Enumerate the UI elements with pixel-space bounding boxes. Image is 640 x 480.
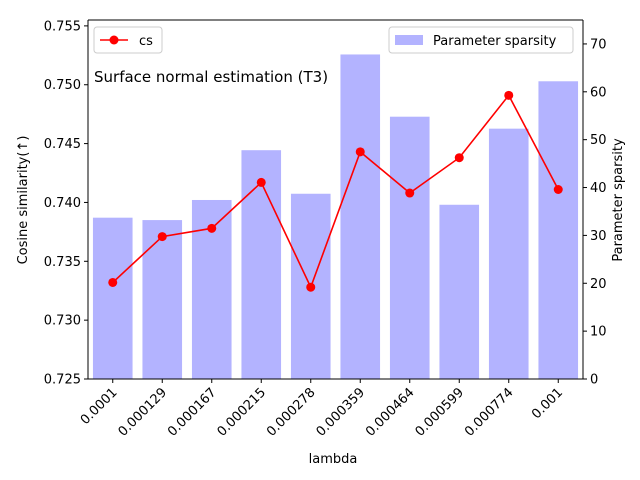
point-cs-3 — [256, 177, 266, 187]
legend-sparsity-swatch — [395, 35, 423, 45]
bar-sparsity-6 — [389, 116, 430, 379]
y-left-tick-label-1: 0.730 — [44, 314, 81, 329]
bar-sparsity-9 — [538, 81, 579, 379]
legend-right-frame — [388, 26, 574, 54]
point-cs-5 — [355, 147, 365, 157]
y-axis-label-left: Cosine similarity(↑) — [16, 136, 31, 265]
y-left-tick-label-3: 0.740 — [44, 196, 81, 211]
legend-cs-dot-marker — [109, 35, 119, 45]
y-axis-label-right: Parameter sparsity — [611, 138, 626, 262]
y-right-tick-label-3: 30 — [590, 229, 607, 244]
bar-sparsity-8 — [488, 128, 529, 379]
bars-layer — [92, 54, 579, 380]
y-right-tick-label-5: 50 — [590, 133, 607, 148]
y-left-tick-label-5: 0.750 — [44, 78, 81, 93]
bar-sparsity-5 — [340, 54, 381, 380]
legend-cs-label: cs — [139, 34, 153, 49]
y-right-tick-label-1: 10 — [590, 325, 607, 340]
point-cs-4 — [306, 282, 316, 292]
y-left-tick-label-4: 0.745 — [44, 137, 81, 152]
point-cs-6 — [405, 188, 415, 198]
y-right-tick-label-7: 70 — [590, 37, 607, 52]
y-right-tick-label-0: 0 — [590, 373, 598, 388]
x-axis-label: lambda — [309, 452, 358, 467]
point-cs-0 — [108, 277, 118, 287]
point-cs-7 — [454, 153, 464, 163]
point-cs-9 — [553, 184, 563, 194]
bar-sparsity-1 — [142, 220, 183, 379]
y-right-tick-label-4: 40 — [590, 181, 607, 196]
bar-sparsity-0 — [92, 217, 133, 379]
legend-left: cs — [93, 26, 163, 54]
legend-sparsity-label: Parameter sparsity — [433, 34, 557, 49]
point-cs-2 — [207, 223, 217, 233]
line-layer — [108, 90, 563, 292]
point-cs-1 — [157, 232, 167, 242]
bar-sparsity-7 — [439, 204, 480, 379]
y-left-tick-label-2: 0.735 — [44, 255, 81, 270]
line-cs — [112, 93, 559, 290]
y-left-tick-label-6: 0.755 — [44, 19, 81, 34]
chart-title: Surface normal estimation (T3) — [94, 68, 328, 86]
bar-sparsity-3 — [241, 150, 282, 379]
legend-right: Parameter sparsity — [388, 26, 574, 54]
y-right-tick-label-2: 20 — [590, 277, 607, 292]
point-cs-8 — [504, 90, 514, 100]
y-right-tick-label-6: 60 — [590, 85, 607, 100]
y-left-tick-label-0: 0.725 — [44, 373, 81, 388]
